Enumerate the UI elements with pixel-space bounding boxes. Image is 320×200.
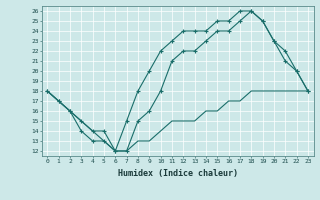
X-axis label: Humidex (Indice chaleur): Humidex (Indice chaleur) [118, 169, 237, 178]
